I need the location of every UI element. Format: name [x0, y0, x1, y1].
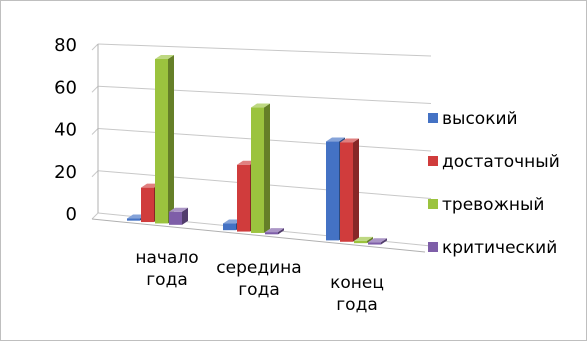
- bar-top: [169, 207, 188, 212]
- bar-front: [251, 107, 264, 233]
- bar-front: [127, 218, 140, 221]
- bar-side: [353, 138, 359, 242]
- legend-swatch: [428, 113, 438, 123]
- bar-side: [182, 207, 188, 225]
- bar: [155, 54, 174, 224]
- x-tick-label: середина года: [216, 258, 301, 300]
- bar-top: [326, 137, 345, 142]
- gridline-side: [91, 128, 99, 135]
- y-tick-label: 80: [54, 35, 77, 56]
- bars: [127, 54, 387, 245]
- gridline-side: [91, 212, 99, 220]
- bar-front: [141, 187, 154, 223]
- bar: [340, 138, 359, 242]
- legend-item: критический: [428, 238, 557, 258]
- y-tick-label: 40: [54, 120, 77, 141]
- y-axis-ticks: 0 20 40 60 80: [54, 35, 77, 225]
- bar-side: [168, 54, 174, 224]
- legend-label: достаточный: [442, 152, 560, 172]
- x-axis-line: [91, 218, 426, 253]
- bar-front: [340, 142, 353, 242]
- x-axis-labels: начало года середина года конец года: [135, 248, 384, 315]
- legend-label: тревожный: [442, 195, 544, 215]
- bar-top: [354, 236, 373, 241]
- legend-item: тревожный: [428, 195, 544, 215]
- bar-side: [381, 238, 387, 245]
- legend-swatch: [428, 242, 438, 252]
- bar-side: [367, 236, 373, 244]
- bar-front: [368, 242, 381, 245]
- bar-top: [368, 238, 387, 243]
- bar-top: [265, 228, 284, 233]
- bar-top: [155, 54, 174, 59]
- y-tick-label: 60: [54, 77, 77, 98]
- gridline-side: [91, 170, 99, 178]
- legend-item: достаточный: [428, 152, 560, 172]
- bar: [368, 238, 387, 245]
- bar-front: [169, 211, 182, 225]
- bar-top: [340, 138, 359, 143]
- y-tick-label: 0: [66, 204, 77, 225]
- bar-front: [326, 141, 339, 241]
- gridline: [97, 43, 432, 57]
- y-tick-label: 20: [54, 162, 77, 183]
- gridline: [97, 85, 432, 104]
- x-tick-label: начало года: [135, 248, 198, 290]
- bar-front: [155, 58, 168, 224]
- bar-top: [251, 103, 270, 108]
- x-tick-label: конец года: [330, 273, 384, 315]
- bar: [265, 228, 284, 235]
- legend-swatch: [428, 156, 438, 166]
- bar: [169, 207, 188, 225]
- legend: высокий достаточный тревожный критический: [428, 109, 560, 258]
- legend-label: высокий: [442, 109, 518, 129]
- bar-front: [354, 240, 367, 244]
- bar-side: [264, 103, 270, 233]
- bar: [251, 103, 270, 233]
- legend-swatch: [428, 199, 438, 209]
- bar-front: [265, 232, 278, 235]
- legend-item: высокий: [428, 109, 518, 129]
- gridline-side: [91, 85, 99, 93]
- bar: [354, 236, 373, 244]
- bar-front: [237, 164, 250, 232]
- bar-front: [223, 223, 236, 231]
- legend-label: критический: [442, 238, 557, 258]
- gridline-side: [91, 43, 99, 51]
- bar-side: [278, 228, 284, 235]
